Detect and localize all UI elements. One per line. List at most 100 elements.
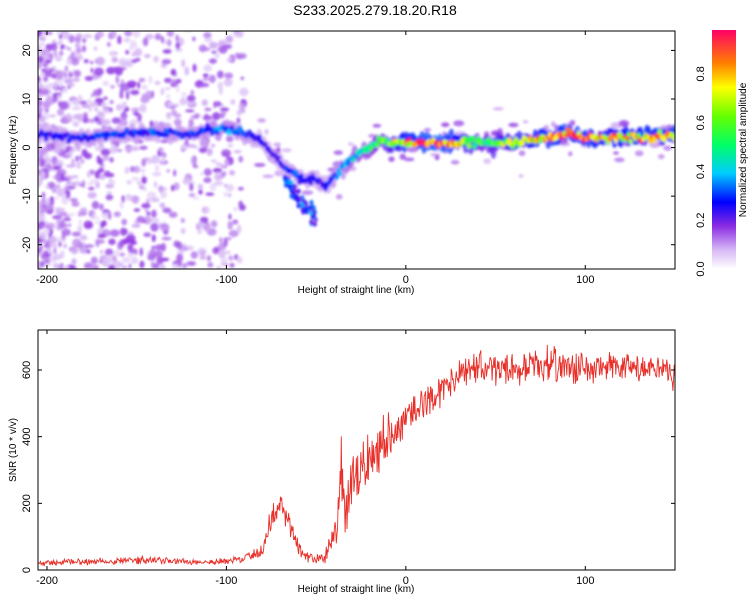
spectrogram-x-ticks: -200 -100 0 100 (36, 31, 594, 286)
noise-cell (569, 119, 576, 126)
noise-cell (38, 55, 44, 63)
noise-cell (274, 170, 283, 177)
noise-cell (50, 42, 58, 52)
noise-cell (192, 36, 196, 42)
noise-cell (227, 193, 232, 197)
noise-cell (212, 167, 223, 174)
noise-cell (202, 115, 213, 121)
noise-cell (213, 180, 224, 186)
noise-cell (634, 150, 644, 157)
noise-cell (175, 42, 181, 50)
noise-cell (202, 77, 210, 81)
noise-cell (78, 54, 83, 61)
noise-cell (105, 183, 115, 189)
noise-cell (38, 150, 43, 157)
noise-cell (143, 232, 152, 237)
noise-cell (175, 34, 179, 42)
noise-cell (93, 116, 100, 122)
noise-cell (264, 128, 269, 135)
noise-cell (237, 186, 244, 191)
ridge-cell (276, 155, 281, 161)
ridge-cell (263, 141, 268, 147)
x-tick-label: 100 (576, 575, 594, 587)
noise-cell (175, 48, 183, 52)
noise-cell (209, 182, 217, 192)
noise-cell (170, 82, 179, 88)
noise-cell (56, 183, 61, 189)
noise-cell (198, 147, 208, 154)
spectrogram-y-label: Frequency (Hz) (8, 116, 19, 185)
noise-cell (171, 264, 179, 269)
noise-cell (58, 33, 63, 40)
noise-cell (64, 65, 69, 73)
noise-cell (77, 225, 83, 234)
x-tick-label: 0 (403, 575, 409, 587)
noise-cell (109, 51, 116, 57)
noise-cell (423, 128, 432, 132)
noise-cell (130, 89, 140, 96)
noise-cell (508, 122, 519, 128)
noise-cell (52, 215, 62, 220)
noise-cell (254, 162, 266, 167)
ridge-cell (507, 137, 512, 143)
noise-cell (71, 258, 77, 265)
noise-cell (237, 256, 243, 264)
noise-cell (53, 81, 58, 90)
noise-cell (233, 149, 242, 154)
noise-cell (72, 77, 80, 83)
noise-cell (91, 211, 96, 221)
noise-cell (131, 176, 140, 181)
ridge-cell (236, 131, 241, 137)
noise-cell (68, 223, 72, 228)
noise-cell (206, 148, 213, 156)
noise-cell (221, 171, 227, 175)
noise-cell (95, 180, 100, 189)
noise-cell (146, 198, 150, 205)
noise-cell (181, 91, 187, 99)
noise-cell (173, 169, 177, 177)
noise-cell (166, 31, 175, 37)
noise-cell (618, 120, 630, 127)
ridge-cell (294, 169, 299, 176)
noise-cell (146, 90, 151, 95)
noise-cell (70, 246, 79, 255)
y-tick-label: 400 (21, 427, 33, 445)
noise-cell (52, 243, 58, 249)
noise-cell (227, 143, 234, 148)
noise-cell (72, 121, 80, 127)
noise-cell (120, 79, 125, 84)
ridge-cell (308, 178, 314, 186)
noise-cell (145, 33, 154, 40)
noise-cell (210, 143, 216, 148)
noise-cell (152, 217, 160, 224)
noise-cell (168, 211, 178, 218)
noise-cell (152, 171, 162, 177)
noise-cell (153, 250, 163, 258)
noise-cell (232, 219, 239, 225)
noise-cell (137, 180, 141, 185)
ridge-cell (287, 184, 292, 190)
noise-cell (109, 157, 114, 163)
noise-cell (49, 68, 54, 73)
noise-cell (137, 113, 142, 122)
noise-cell (133, 165, 141, 173)
ridge-cell (43, 134, 49, 142)
noise-cell (276, 146, 281, 154)
noise-cell (102, 258, 110, 267)
noise-cell (141, 158, 147, 167)
noise-cell (109, 99, 114, 105)
noise-cell (55, 71, 66, 77)
noise-cell (492, 107, 504, 111)
noise-cell (147, 254, 156, 261)
colorbar-gradient (712, 30, 736, 269)
noise-cell (60, 265, 70, 269)
noise-cell (67, 47, 72, 51)
noise-cell (125, 91, 130, 100)
noise-cell (139, 260, 145, 269)
noise-cell (613, 151, 619, 155)
x-tick-label: -200 (36, 575, 58, 587)
noise-cell (130, 107, 140, 112)
noise-cell (138, 77, 146, 83)
noise-cell (61, 145, 66, 151)
